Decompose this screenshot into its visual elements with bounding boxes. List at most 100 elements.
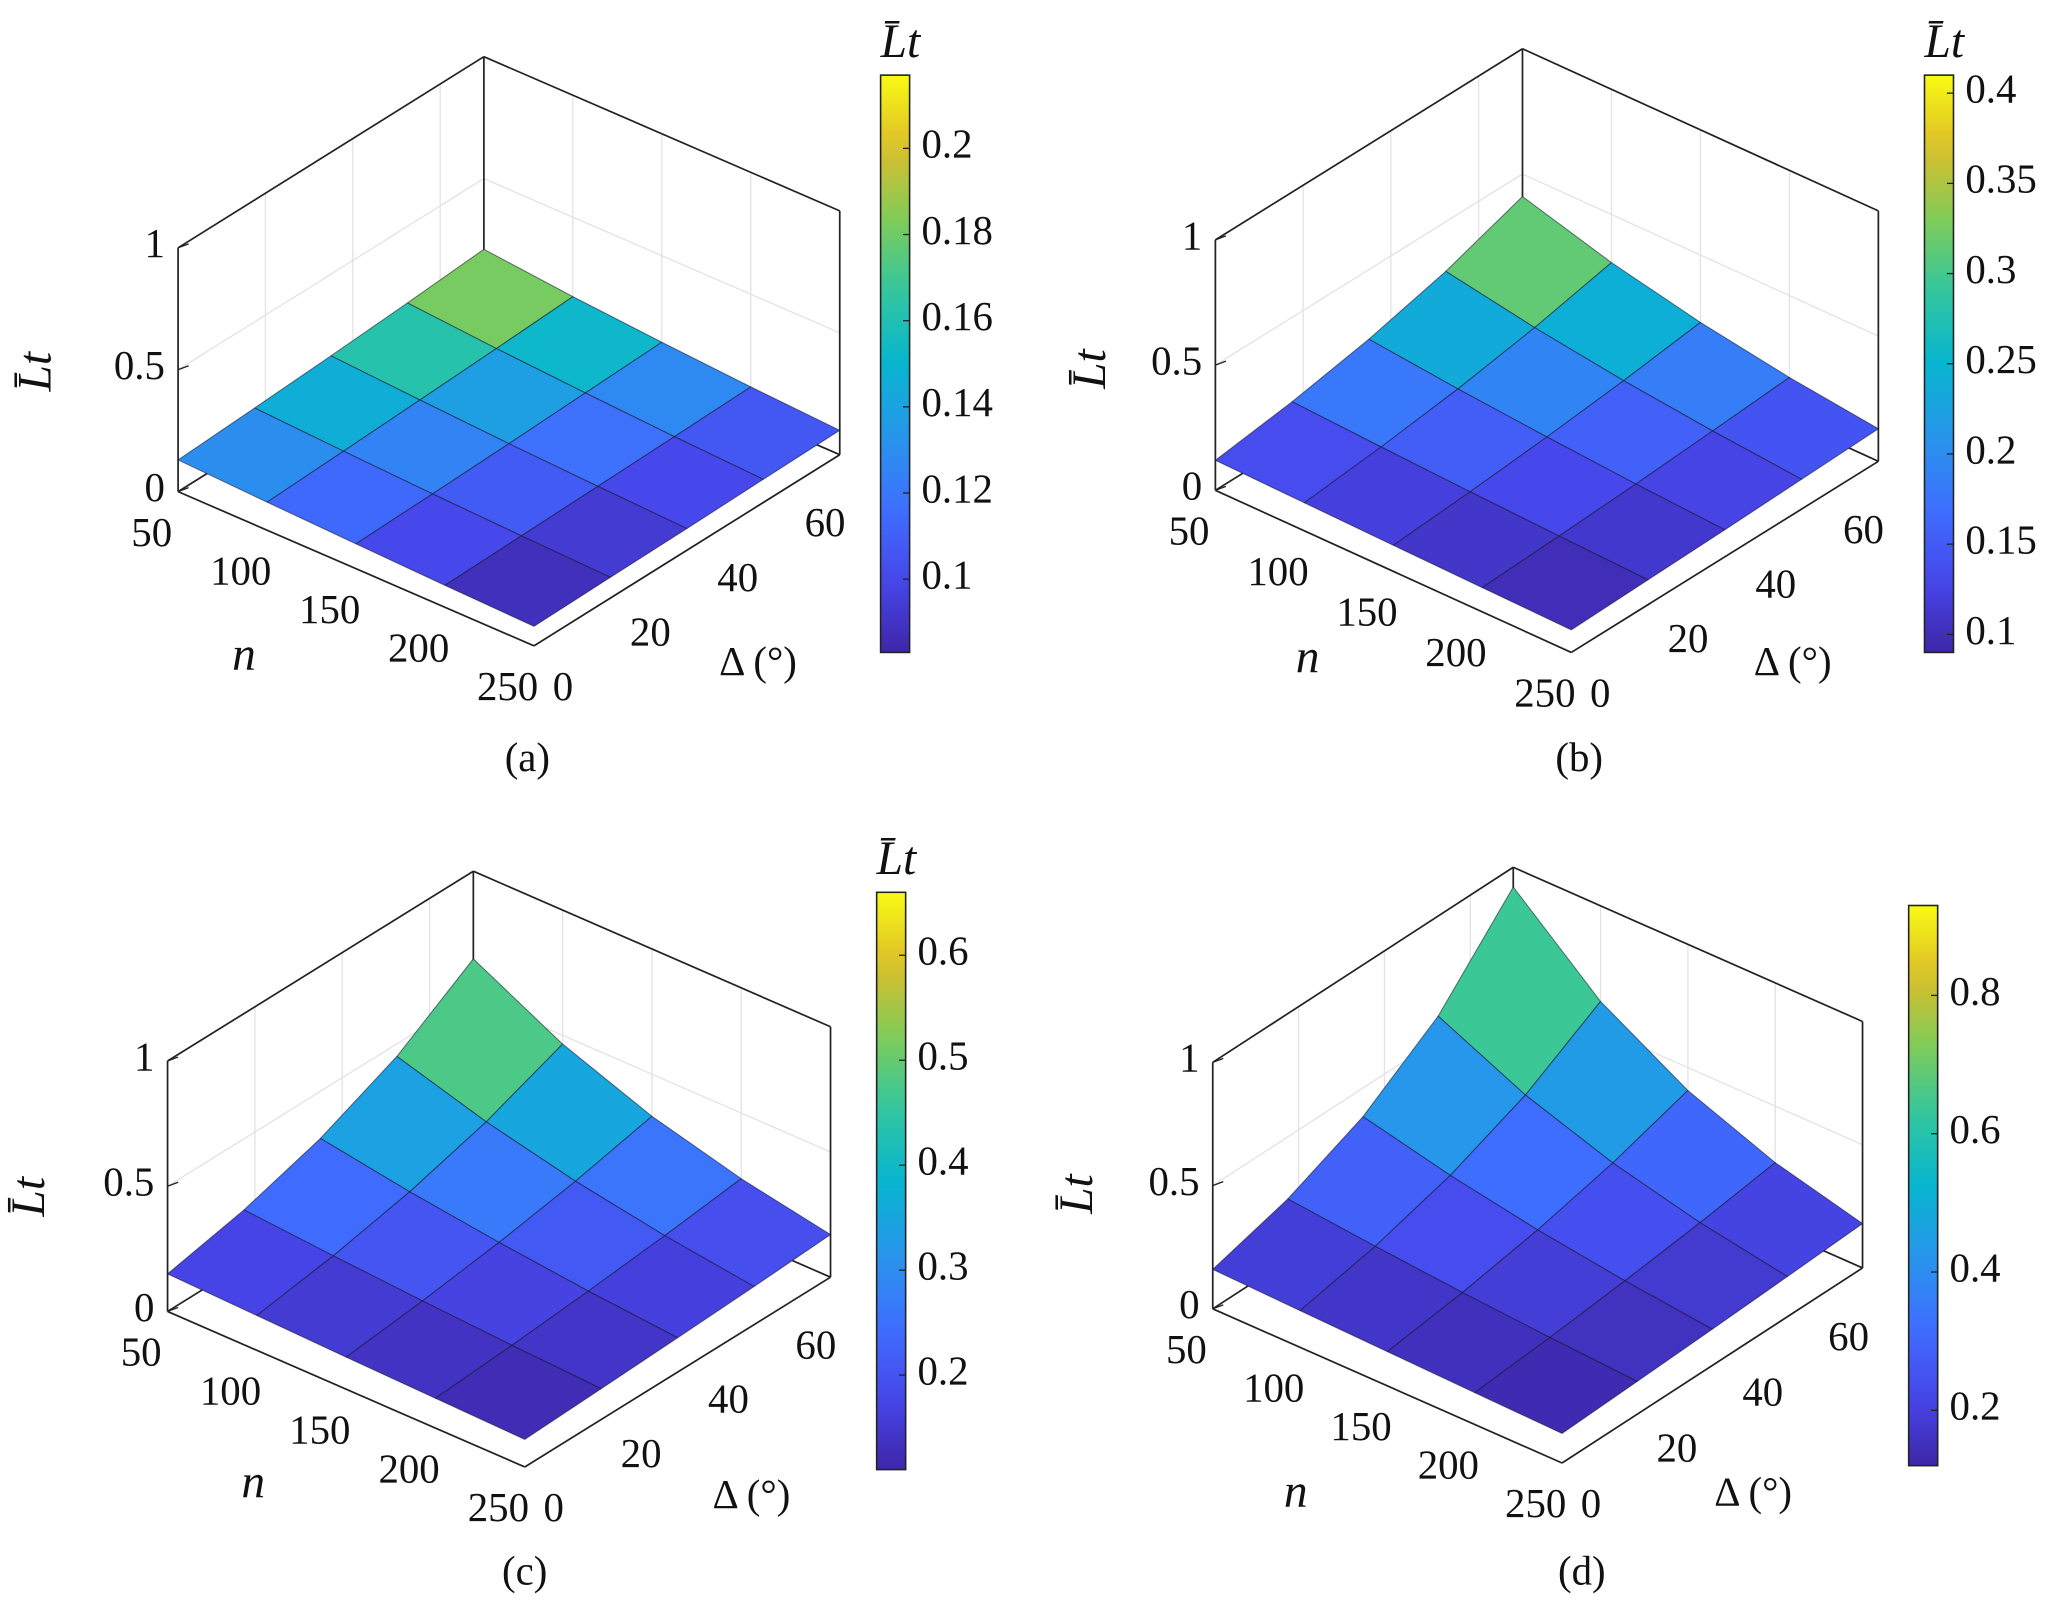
axis-line [1215,489,1572,654]
colorbar-tick-label: 0.2 [1950,1384,2001,1429]
x-tick-label: 200 [378,1446,439,1491]
y-axis-label: Δ (°) [1754,639,1832,684]
z-tick-label: 1 [1182,213,1202,258]
surface-patch [434,1344,602,1440]
x-tick-label: 250 [1505,1481,1566,1526]
colorbar-tick-label: 0.8 [1950,969,2001,1014]
box-edge [167,870,474,1062]
colorbar-tick-label: 0.4 [1965,67,2016,112]
x-tick-label: 50 [1169,508,1210,553]
box-edge [1214,48,1523,241]
colorbar-tick-label: 0.1 [921,553,972,598]
colorbar-label: L̄t [876,833,918,885]
y-tick-label: 20 [621,1431,662,1476]
x-tick-label: 150 [1336,590,1397,635]
box-edge [472,870,831,1028]
colorbar-tick-label: 0.3 [1965,247,2016,292]
z-tick-label: 0 [144,465,164,510]
grid-line [177,178,485,371]
z-tick-label: 0.5 [103,1160,154,1205]
colorbar-tick-label: 0.2 [918,1349,969,1394]
surface-patch [444,535,611,627]
colorbar [879,74,911,654]
x-tick-label: 200 [1418,1443,1479,1488]
z-tick-label: 1 [134,1034,154,1079]
colorbar-tick-label: 0.6 [918,929,969,974]
colorbar [875,891,907,1471]
colorbar-label: L̄t [880,16,922,68]
x-tick-label: 150 [1330,1404,1391,1449]
box-edge [1512,866,1863,1023]
z-tick-label: 0.5 [1151,338,1202,383]
y-tick-label: 40 [1755,561,1796,606]
axis-line [533,453,841,647]
x-tick-label: 50 [1166,1327,1207,1372]
y-tick-label: 0 [1590,671,1610,716]
colorbar-tick-label: 0.35 [1965,157,2036,202]
colorbar-tick-label: 0.25 [1965,337,2036,382]
axis-line [1212,1308,1563,1464]
axis-line [1561,1267,1864,1464]
colorbar-tick-label: 0.18 [921,208,992,253]
tick-mark [1212,1304,1224,1310]
colorbar-label: L̄t [1923,16,1965,68]
x-tick-label: 200 [1425,630,1486,675]
colorbar-tick-label: 0.15 [1965,518,2036,563]
x-tick-label: 50 [121,1330,162,1375]
x-tick-label: 100 [1243,1366,1304,1411]
colorbar-tick-label: 0.16 [921,294,992,339]
z-tick-label: 1 [1179,1036,1199,1081]
y-axis-label: Δ (°) [713,1472,791,1517]
x-axis-label: n [241,1457,265,1509]
tick-mark [177,243,189,249]
x-axis-label: n [1284,1466,1308,1518]
y-axis-label: Δ (°) [1714,1469,1792,1514]
x-tick-label: 100 [200,1369,261,1414]
box-edge [483,55,841,212]
box-edge [1212,866,1514,1064]
y-tick-label: 20 [1656,1425,1697,1470]
tick-mark [177,487,189,493]
colorbar-tick-label: 0.14 [921,380,992,425]
z-axis-label: L̄t [10,350,62,392]
z-axis-label: L̄t [1064,347,1116,389]
y-tick-label: 20 [1668,616,1709,661]
tick-mark [167,1181,179,1187]
colorbar-tick-label: 0.5 [918,1034,969,1079]
y-tick-label: 60 [1843,507,1884,552]
colorbar-tick-label: 0.3 [918,1244,969,1289]
x-tick-label: 100 [1247,549,1308,594]
grid-line [1215,173,1523,366]
y-tick-label: 60 [1828,1314,1869,1359]
surface-patch [1481,535,1649,631]
colorbar [1907,904,1939,1467]
axis-line [167,1310,526,1468]
tick-mark [1215,235,1227,241]
axis-line [177,490,535,647]
z-tick-label: 0 [1179,1282,1199,1327]
z-tick-label: 0.5 [1149,1159,1200,1204]
box-edge [1522,47,1879,212]
x-axis-label: n [232,629,256,681]
colorbar-tick-label: 0.2 [921,122,972,167]
colorbar-tick-label: 0.1 [1965,608,2016,653]
tick-mark [177,365,189,371]
tick-mark [1212,1180,1224,1187]
panel-caption: (d) [1558,1548,1606,1593]
y-tick-label: 60 [795,1322,836,1367]
y-tick-label: 0 [553,664,573,709]
x-tick-label: 50 [131,510,172,555]
axis-line [1570,460,1879,654]
z-tick-label: 0 [1182,464,1202,509]
y-tick-label: 60 [805,500,846,545]
y-axis-label: Δ (°) [719,639,797,684]
tick-mark [1215,360,1227,366]
x-tick-label: 250 [477,664,538,709]
z-axis-label: L̄t [1051,1173,1103,1215]
box-edge [177,55,485,249]
panel-caption: (b) [1555,735,1603,780]
panel-caption: (a) [505,735,550,780]
colorbar-tick-label: 0.2 [1965,427,2016,472]
y-tick-label: 20 [630,609,671,654]
